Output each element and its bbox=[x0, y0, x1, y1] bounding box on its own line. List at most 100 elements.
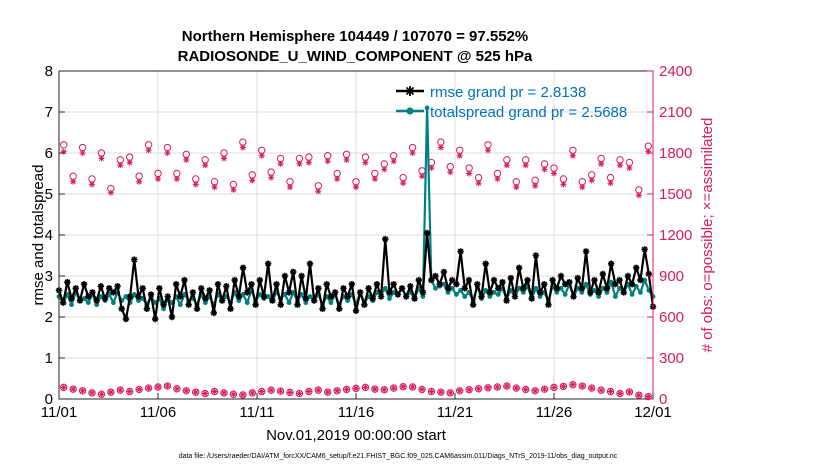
totalspread-point bbox=[303, 300, 309, 306]
rmse-point bbox=[198, 285, 205, 292]
rmse-point bbox=[59, 299, 67, 306]
totalspread-point bbox=[629, 292, 635, 297]
rmse-point bbox=[436, 281, 443, 288]
y-left-tick-label: 7 bbox=[45, 104, 53, 121]
rmse-point bbox=[595, 289, 602, 296]
rmse-point bbox=[607, 260, 615, 267]
obs-possible-marker bbox=[446, 389, 454, 397]
rmse-point bbox=[139, 285, 146, 292]
totalspread-point bbox=[94, 302, 100, 308]
obs-possible-marker bbox=[474, 385, 483, 393]
x-axis-label: Nov.01,2019 00:00:00 start bbox=[266, 427, 447, 444]
obs-assimilated-marker bbox=[202, 162, 209, 169]
rmse-point bbox=[591, 276, 598, 284]
rmse-point bbox=[612, 281, 619, 288]
obs-assimilated-marker bbox=[173, 175, 180, 182]
rmse-point bbox=[469, 301, 477, 308]
rmse-point bbox=[177, 293, 184, 300]
x-tick-label: 11/11 bbox=[239, 404, 274, 421]
rmse-point bbox=[252, 301, 259, 308]
obs-assimilated-marker bbox=[126, 159, 133, 166]
chart-title-line2: RADIOSONDE_U_WIND_COMPONENT @ 525 hPa bbox=[178, 48, 533, 65]
obs-possible-marker bbox=[522, 385, 530, 394]
obs-possible-marker bbox=[635, 391, 643, 399]
rmse-point bbox=[248, 281, 255, 288]
obs-possible-marker bbox=[267, 386, 275, 394]
y-right-tick-label: 2400 bbox=[659, 63, 692, 80]
rmse-point bbox=[147, 291, 155, 298]
y-left-tick-label: 4 bbox=[45, 227, 53, 244]
totalspread-point bbox=[462, 294, 468, 299]
obs-assimilated-marker bbox=[268, 174, 275, 181]
legend-spread-marker bbox=[406, 107, 414, 115]
obs-possible-marker bbox=[78, 387, 87, 395]
totalspread-point bbox=[98, 294, 104, 299]
rmse-point bbox=[440, 268, 448, 276]
totalspread-point bbox=[600, 285, 606, 291]
rmse-point bbox=[206, 287, 213, 294]
obs-assimilated-marker bbox=[485, 147, 491, 154]
obs-assimilated-marker bbox=[89, 389, 95, 396]
obs-assimilated-marker bbox=[155, 175, 161, 182]
rmse-point bbox=[482, 260, 489, 267]
totalspread-point bbox=[161, 306, 166, 312]
obs-possible-marker bbox=[144, 384, 153, 392]
obs-assimilated-marker bbox=[258, 152, 265, 159]
y-left-tick-label: 5 bbox=[45, 186, 53, 203]
rmse-point bbox=[637, 276, 644, 284]
rmse-point bbox=[336, 305, 343, 312]
obs-possible-marker bbox=[163, 382, 172, 390]
rmse-point bbox=[645, 270, 653, 278]
rmse-point bbox=[444, 285, 452, 292]
obs-possible-marker bbox=[286, 388, 294, 397]
rmse-point bbox=[235, 293, 243, 300]
rmse-point bbox=[89, 289, 96, 296]
obs-assimilated-marker bbox=[400, 180, 407, 187]
obs-possible-marker bbox=[154, 383, 162, 391]
obs-possible-marker bbox=[173, 385, 181, 393]
rmse-point bbox=[423, 229, 431, 237]
obs-assimilated-marker bbox=[173, 385, 180, 392]
obs-assimilated-marker bbox=[390, 385, 397, 392]
obs-assimilated-marker bbox=[277, 160, 284, 167]
rmse-point bbox=[574, 274, 581, 282]
rmse-point bbox=[386, 289, 393, 296]
totalspread-point bbox=[579, 290, 585, 295]
y-right-tick-label: 900 bbox=[659, 268, 684, 285]
obs-assimilated-marker bbox=[579, 383, 586, 390]
chart-title-line1: Northern Hemisphere 104449 / 107070 = 97… bbox=[182, 28, 528, 45]
rmse-point bbox=[419, 289, 427, 296]
obs-possible-marker bbox=[210, 387, 219, 396]
obs-possible-marker bbox=[493, 383, 502, 391]
rmse-point bbox=[520, 285, 527, 292]
y-left-tick-label: 8 bbox=[45, 63, 53, 80]
rmse-point bbox=[340, 285, 347, 292]
rmse-point bbox=[101, 295, 109, 302]
obs-possible-marker bbox=[107, 388, 115, 396]
rmse-point bbox=[189, 289, 197, 296]
rmse-point bbox=[114, 283, 121, 290]
obs-assimilated-marker bbox=[183, 387, 190, 394]
rmse-point bbox=[281, 272, 289, 280]
obs-assimilated-marker bbox=[268, 387, 275, 394]
rmse-point bbox=[511, 293, 519, 300]
obs-assimilated-marker bbox=[145, 147, 152, 154]
rmse-point bbox=[227, 305, 234, 312]
totalspread-point bbox=[382, 285, 388, 291]
legend-rmse-label: rmse grand pr = 2.8138 bbox=[430, 84, 586, 101]
obs-assimilated-marker bbox=[287, 184, 293, 191]
obs-assimilated-marker bbox=[551, 170, 557, 177]
obs-possible-marker bbox=[408, 383, 417, 391]
rmse-point bbox=[557, 272, 565, 280]
rmse-point bbox=[181, 276, 188, 284]
obs-possible-marker bbox=[550, 383, 558, 392]
legend-rmse-marker bbox=[405, 86, 415, 96]
totalspread-point bbox=[483, 287, 489, 293]
obs-assimilated-marker bbox=[136, 178, 143, 185]
rmse-point bbox=[369, 295, 376, 302]
totalspread-point bbox=[487, 294, 493, 299]
obs-assimilated-marker bbox=[296, 160, 303, 167]
totalspread-point bbox=[328, 300, 334, 306]
obs-assimilated-marker bbox=[541, 166, 548, 173]
obs-possible-marker bbox=[380, 386, 388, 394]
